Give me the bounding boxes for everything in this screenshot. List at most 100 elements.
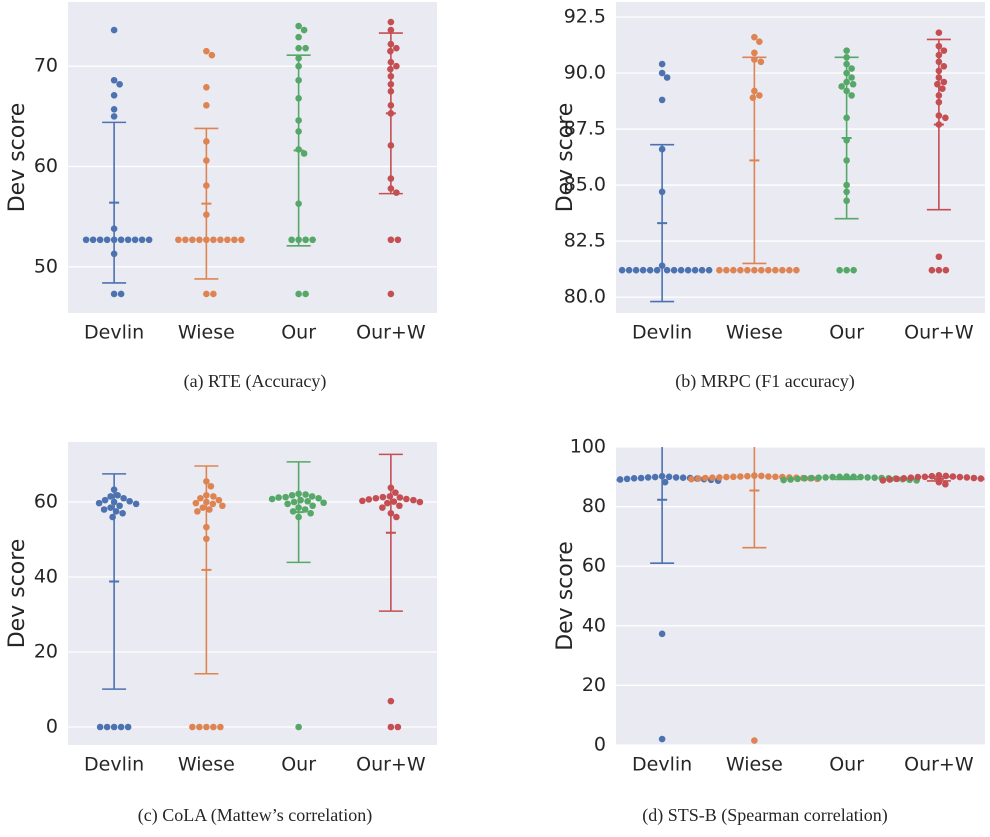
x-tick-label: Wiese <box>178 322 235 344</box>
point <box>772 266 779 274</box>
y-tick-label: 20 <box>582 674 606 696</box>
y-tick-label: 85.0 <box>564 174 606 196</box>
point <box>197 494 204 502</box>
point <box>843 188 850 196</box>
point <box>751 49 758 57</box>
point <box>372 494 380 502</box>
point <box>779 266 786 274</box>
y-tick-label: 20 <box>34 641 58 663</box>
point <box>843 47 850 54</box>
point <box>387 185 395 192</box>
point <box>716 474 723 481</box>
point <box>940 47 948 54</box>
series <box>189 465 226 731</box>
point <box>658 145 666 153</box>
point <box>836 473 843 481</box>
point <box>651 473 659 481</box>
point <box>387 484 395 492</box>
y-axis-label: Dev score <box>5 103 30 213</box>
x-tick-label: Wiese <box>726 754 783 776</box>
point <box>203 47 210 55</box>
point <box>189 723 196 731</box>
y-tick-label: 90.0 <box>564 62 606 84</box>
series <box>268 461 327 731</box>
point <box>295 95 302 102</box>
point <box>871 474 878 481</box>
point <box>387 110 395 117</box>
point <box>387 236 395 244</box>
point <box>203 478 210 485</box>
point <box>857 473 864 481</box>
point <box>107 504 114 511</box>
plot-background <box>616 447 985 745</box>
point <box>843 69 850 77</box>
point <box>751 56 758 63</box>
point <box>199 504 207 511</box>
point <box>295 490 302 498</box>
point <box>843 266 850 274</box>
point <box>203 290 210 298</box>
point <box>107 493 114 500</box>
point <box>387 72 395 80</box>
point <box>410 496 417 504</box>
point <box>756 38 763 45</box>
point <box>935 112 943 119</box>
point <box>843 54 850 61</box>
point <box>210 723 217 731</box>
y-axis-label: Dev score <box>5 539 30 649</box>
point <box>658 472 666 480</box>
point <box>751 266 758 274</box>
y-tick-label: 0 <box>46 716 58 738</box>
point <box>751 472 758 479</box>
point <box>210 493 217 500</box>
point <box>295 290 302 298</box>
point <box>203 157 210 164</box>
point <box>786 266 793 274</box>
point <box>737 473 744 480</box>
point <box>82 236 90 244</box>
point <box>801 474 808 482</box>
point <box>110 723 118 731</box>
point <box>730 473 737 481</box>
point <box>928 266 936 274</box>
point <box>231 236 238 244</box>
point <box>625 266 633 274</box>
point <box>393 44 400 52</box>
point <box>838 83 845 90</box>
point <box>110 76 118 84</box>
point <box>210 236 217 244</box>
x-tick-label: Our <box>281 754 316 776</box>
point <box>302 236 309 244</box>
y-tick-label: 80.0 <box>564 286 606 308</box>
point <box>288 491 296 499</box>
point <box>658 96 666 104</box>
point <box>900 474 908 482</box>
point <box>309 236 316 244</box>
point <box>103 723 111 731</box>
point <box>145 236 153 244</box>
point <box>289 508 297 515</box>
point <box>387 509 395 517</box>
series <box>359 453 424 731</box>
point <box>850 266 857 274</box>
point <box>757 58 765 66</box>
point <box>843 87 850 95</box>
point <box>182 236 189 244</box>
point <box>124 723 132 731</box>
point <box>848 92 855 99</box>
point <box>217 723 224 731</box>
point <box>751 737 758 744</box>
point <box>403 495 410 503</box>
point <box>387 26 395 34</box>
point <box>744 472 751 480</box>
point <box>209 500 217 508</box>
point <box>935 51 943 59</box>
plot-background <box>616 2 985 313</box>
y-tick-label: 60 <box>34 155 58 177</box>
point <box>893 475 901 483</box>
point <box>275 494 282 501</box>
caption: (a) RTE (Accuracy) <box>184 371 327 392</box>
point <box>320 499 327 507</box>
point <box>843 136 850 144</box>
point <box>935 92 943 99</box>
